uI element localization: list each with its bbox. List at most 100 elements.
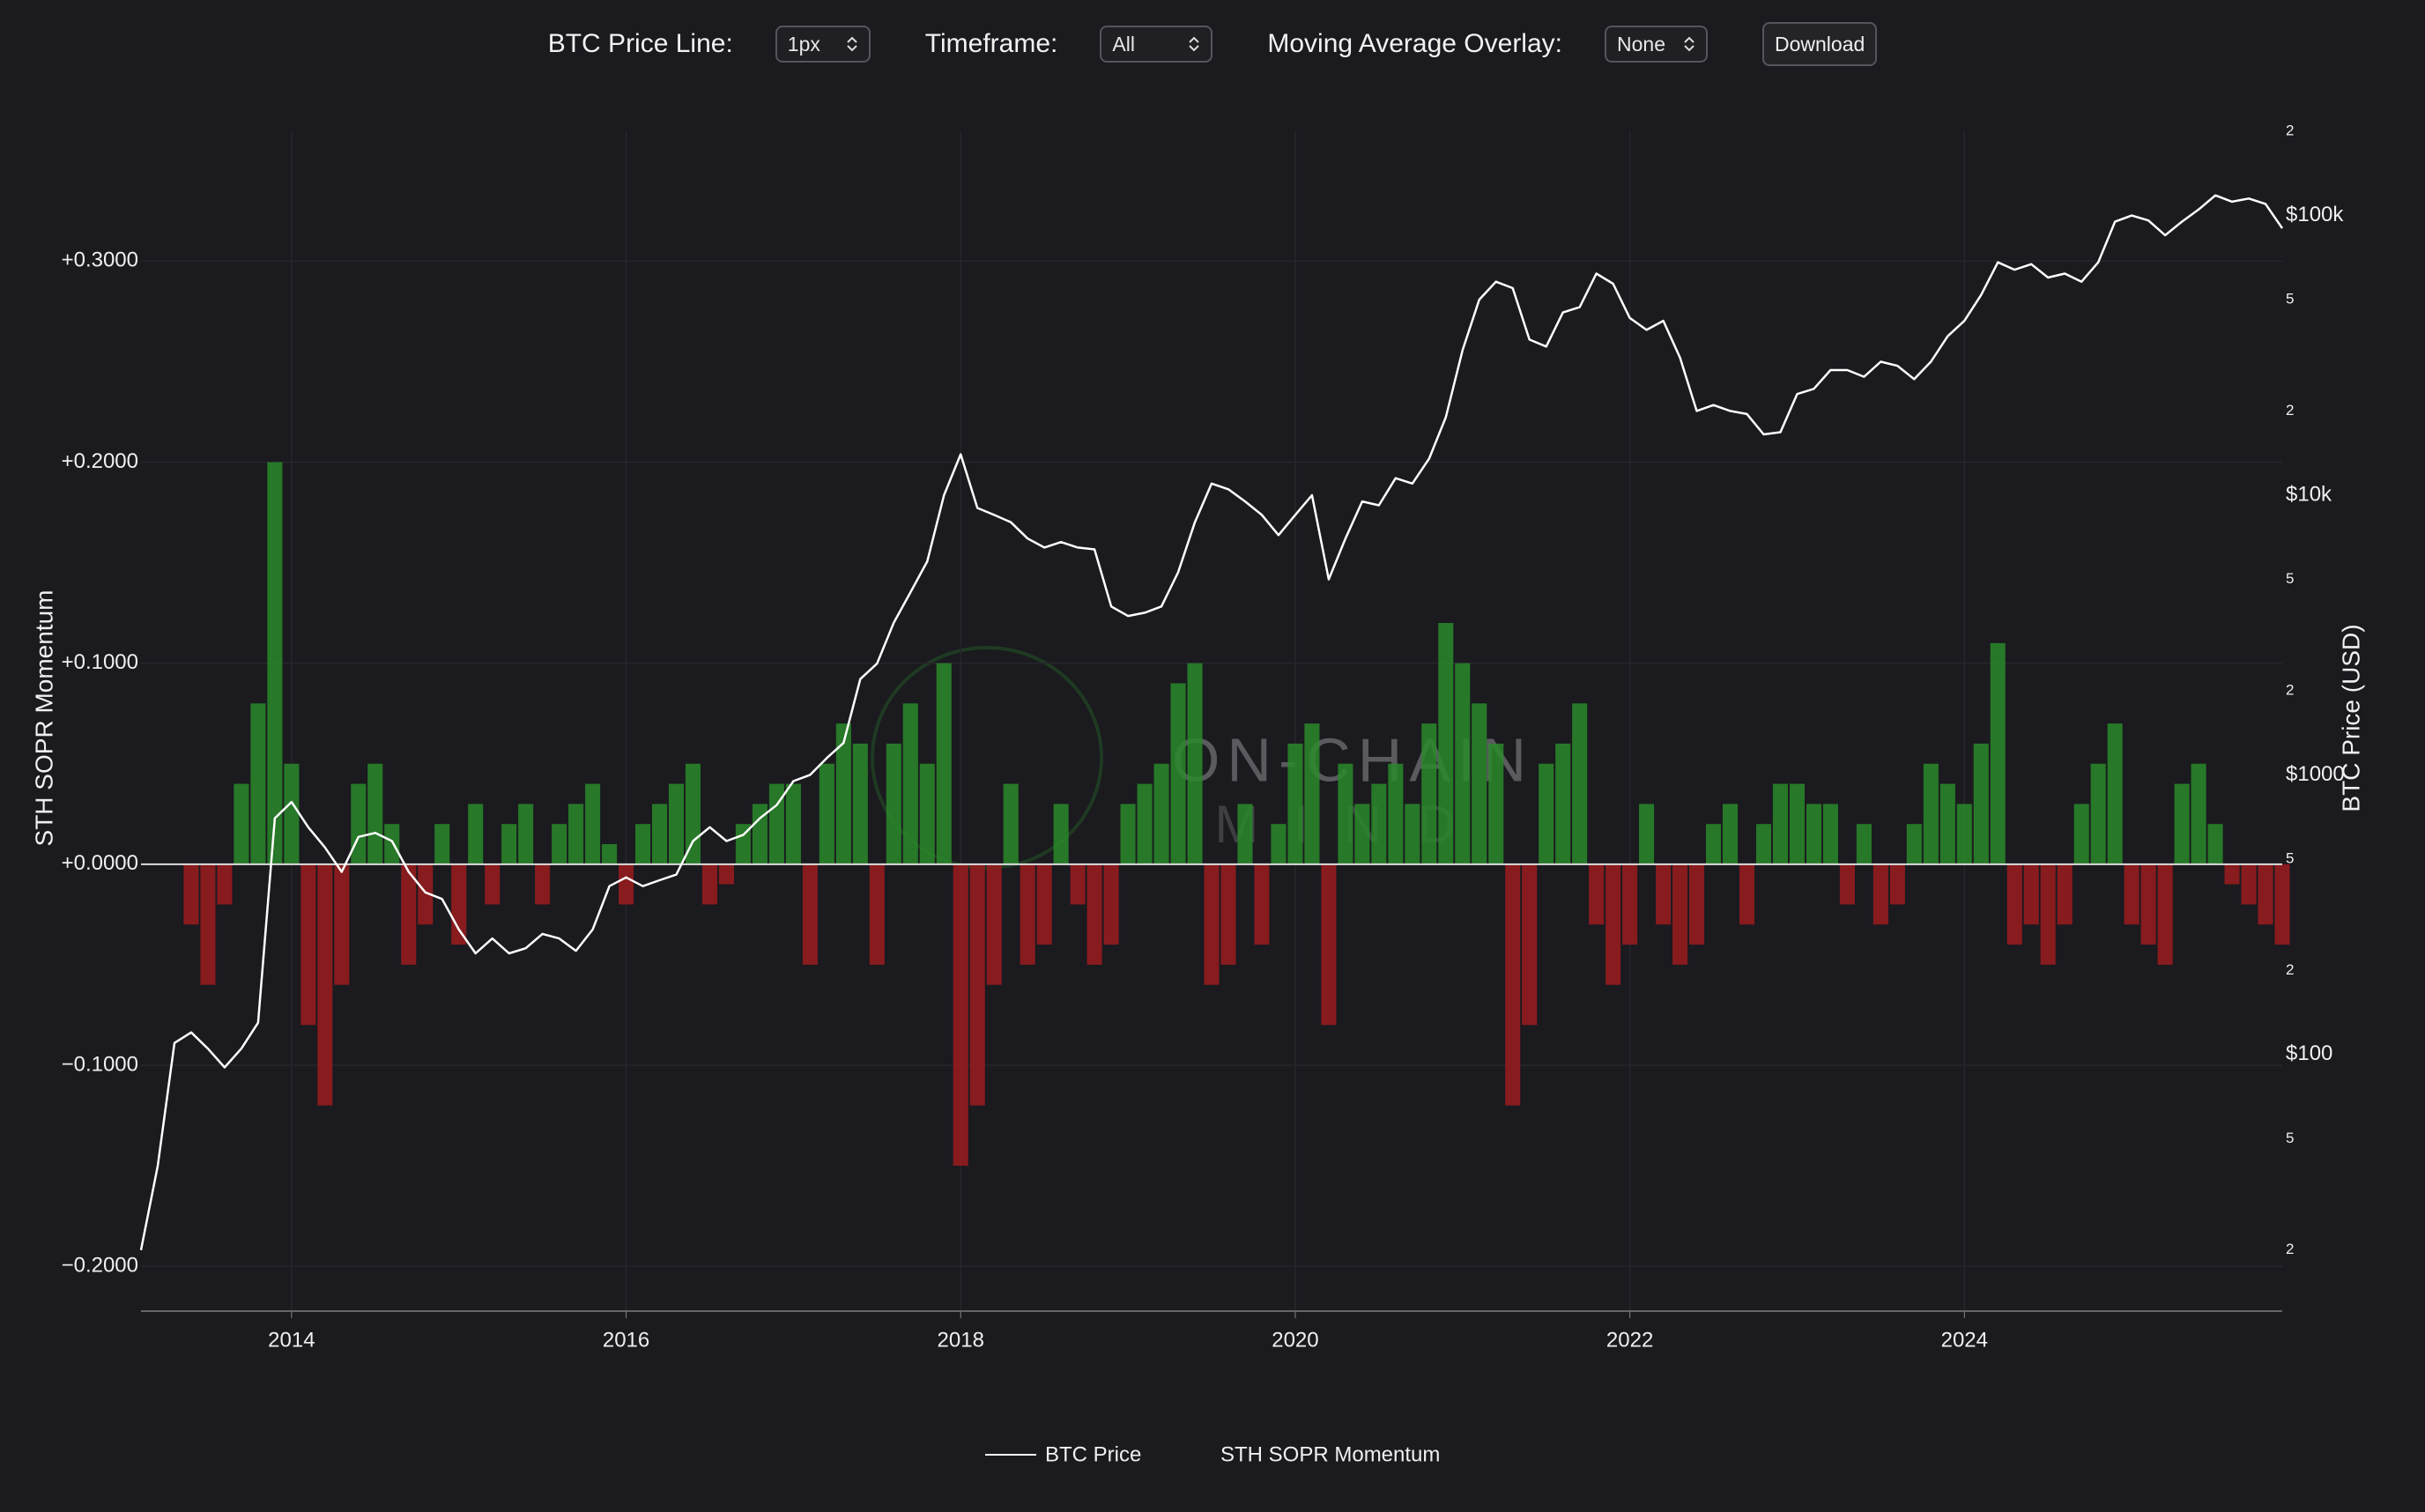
bar xyxy=(1789,783,1805,864)
bar xyxy=(1003,783,1019,864)
bar xyxy=(384,824,400,864)
bar xyxy=(2258,863,2273,925)
bar xyxy=(2073,804,2089,864)
bar xyxy=(1973,743,1989,864)
bar xyxy=(2140,863,2156,945)
y2-tick-label: 2 xyxy=(2286,1241,2294,1257)
download-button[interactable]: Download xyxy=(1761,22,1878,66)
bar xyxy=(1070,863,1086,905)
bar xyxy=(1053,804,1069,864)
bar xyxy=(1539,763,1554,864)
bar xyxy=(2191,763,2206,864)
chevron xyxy=(847,36,857,52)
bar xyxy=(1204,863,1220,985)
bar xyxy=(2274,863,2290,945)
control-label: Moving Average Overlay: xyxy=(1267,29,1562,58)
bar xyxy=(1522,863,1538,1026)
bar xyxy=(634,824,651,864)
bar xyxy=(718,863,734,885)
bar xyxy=(1639,804,1655,864)
y2-tick-label: 2 xyxy=(2286,961,2294,978)
bar xyxy=(768,783,784,864)
x-tick-label: 2014 xyxy=(268,1328,315,1352)
bar xyxy=(1455,663,1471,864)
bar xyxy=(1304,723,1320,864)
bar xyxy=(1806,804,1821,864)
bar xyxy=(434,824,450,864)
y2-tick-label: 2 xyxy=(2286,402,2294,419)
bar xyxy=(267,462,283,864)
legend-label[interactable]: STH SOPR Momentum xyxy=(1220,1442,1440,1466)
y-tick-label: −0.1000 xyxy=(62,1052,138,1076)
bar xyxy=(2207,824,2223,864)
bar xyxy=(1086,863,1102,965)
select-value: 1px xyxy=(787,32,820,56)
y-axis-title: STH SOPR Momentum xyxy=(30,590,57,847)
select[interactable]: All xyxy=(1100,26,1213,63)
bar xyxy=(785,783,801,864)
bar xyxy=(585,783,601,864)
bar xyxy=(1572,703,1588,864)
y-tick-label: −0.2000 xyxy=(62,1253,138,1277)
legend-label[interactable]: BTC Price xyxy=(1045,1442,1141,1466)
x-tick-label: 2022 xyxy=(1606,1328,1653,1352)
x-tick-label: 2018 xyxy=(938,1328,984,1352)
bar xyxy=(1606,863,1621,985)
bar xyxy=(2040,863,2056,965)
bar xyxy=(685,763,701,864)
bar xyxy=(1689,863,1705,945)
bar xyxy=(1555,743,1571,864)
select[interactable]: None xyxy=(1605,26,1708,63)
y2-tick-label: $100 xyxy=(2286,1041,2332,1065)
bar xyxy=(568,804,584,864)
bar xyxy=(1036,863,1052,945)
bar xyxy=(1622,863,1638,945)
bar xyxy=(418,863,434,925)
bar xyxy=(1254,863,1270,945)
y2-tick-label: 5 xyxy=(2286,570,2294,587)
select[interactable]: 1px xyxy=(775,26,871,63)
bar xyxy=(401,863,417,965)
bar xyxy=(485,863,501,905)
bar xyxy=(1856,824,1872,864)
bar xyxy=(2124,863,2139,925)
bar xyxy=(2174,783,2190,864)
bar xyxy=(886,743,901,864)
bar xyxy=(701,863,718,905)
bar xyxy=(602,844,618,864)
bar xyxy=(668,783,685,864)
bar xyxy=(200,863,216,985)
y2-tick-label: 5 xyxy=(2286,1130,2294,1146)
bar xyxy=(1020,863,1035,965)
y2-tick-label: 2 xyxy=(2286,681,2294,698)
bar xyxy=(969,863,985,1106)
x-tick-label: 2016 xyxy=(603,1328,649,1352)
bar xyxy=(2006,863,2022,945)
bar xyxy=(1153,763,1169,864)
bar xyxy=(1371,783,1387,864)
price-line xyxy=(139,194,2284,1250)
bar xyxy=(1338,763,1353,864)
bar xyxy=(317,863,333,1106)
bar xyxy=(852,743,868,864)
bar xyxy=(2224,863,2240,885)
bar xyxy=(217,863,233,905)
bar xyxy=(2090,763,2106,864)
bar xyxy=(1271,824,1287,864)
bar xyxy=(919,763,935,864)
bar xyxy=(1405,804,1420,864)
bar xyxy=(735,824,751,864)
bar xyxy=(619,863,634,905)
bar xyxy=(1505,863,1521,1106)
bar xyxy=(501,824,517,864)
y2-tick-label: $10k xyxy=(2286,482,2332,506)
bar xyxy=(752,804,768,864)
y-tick-label: +0.3000 xyxy=(62,248,138,272)
x-tick-label: 2020 xyxy=(1272,1328,1318,1352)
bar xyxy=(1472,703,1487,864)
y2-axis-title: BTC Price (USD) xyxy=(2337,624,2364,812)
y-tick-label: +0.0000 xyxy=(62,851,138,875)
bar xyxy=(1923,763,1939,864)
control-bar: BTC Price Line: 1px Timeframe: All Movin… xyxy=(0,19,2425,69)
bar xyxy=(334,863,350,985)
